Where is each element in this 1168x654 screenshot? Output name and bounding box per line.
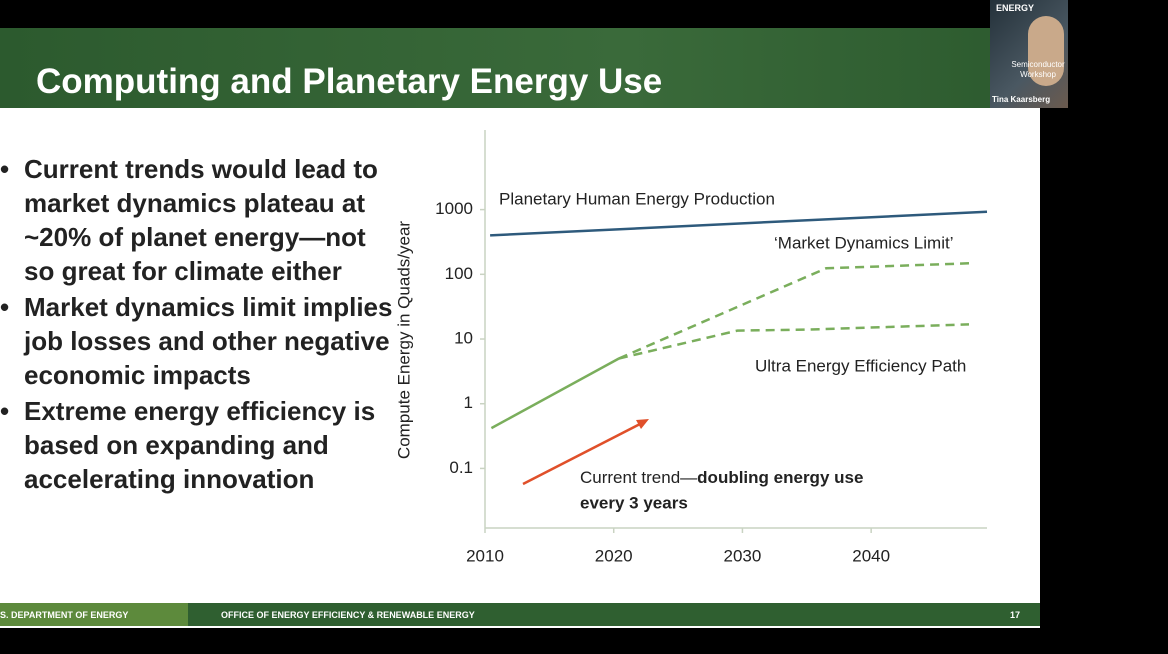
slide-title: Computing and Planetary Energy Use [36, 62, 663, 101]
video-event: Semiconductor Workshop [1011, 60, 1065, 79]
series-line [490, 357, 620, 430]
series-line [618, 262, 970, 360]
chart: Compute Energy in Quads/year Planetary H… [394, 130, 988, 565]
y-tick-label: 100 [445, 264, 473, 283]
bullet: Market dynamics limit implies job losses… [0, 290, 396, 392]
x-tick-label: 2040 [852, 546, 890, 565]
y-axis-label: Compute Energy in Quads/year [394, 221, 413, 459]
y-tick-label: 10 [454, 329, 473, 348]
x-tick-label: 2020 [595, 546, 633, 565]
series-label: Ultra Energy Efficiency Path [755, 356, 966, 375]
annotation-text: Current trend— [580, 468, 697, 487]
page-number: 17 [1010, 610, 1021, 620]
series-label: ‘Market Dynamics Limit’ [774, 233, 953, 252]
speaker-name: Tina Kaarsberg [992, 95, 1051, 104]
series-label: Planetary Human Energy Production [499, 189, 775, 208]
slide-header: Computing and Planetary Energy Use [0, 28, 1040, 108]
y-tick-label: 0.1 [449, 458, 473, 477]
x-tick-label: 2030 [724, 546, 762, 565]
participant-video [1028, 16, 1064, 86]
video-tile: ENERGY Semiconductor Workshop Tina Kaars… [990, 0, 1068, 108]
footer-text: OFFICE OF ENERGY EFFICIENCY & RENEWABLE … [221, 610, 475, 620]
slide: Computing and Planetary Energy Use Curre… [0, 28, 1040, 628]
x-tick-label: 2010 [466, 546, 504, 565]
y-tick-label: 1 [464, 393, 473, 412]
bullet: Current trends would lead to market dyna… [0, 152, 396, 288]
annotation-text: doubling energy use [697, 468, 863, 487]
annotation: Current trend—doubling energy use [580, 468, 863, 487]
bullet: Extreme energy efficiency is based on ex… [0, 394, 396, 496]
bullet-list: Current trends would lead to market dyna… [0, 152, 400, 498]
annotation: every 3 years [580, 493, 688, 512]
footer-text: S. DEPARTMENT OF ENERGY [0, 610, 129, 620]
video-logo: ENERGY [996, 3, 1035, 13]
y-tick-label: 1000 [435, 199, 473, 218]
trend-arrow-head [636, 419, 649, 429]
series-line [490, 210, 988, 237]
slide-footer: S. DEPARTMENT OF ENERGY OFFICE OF ENERGY… [0, 603, 1040, 626]
trend-arrow [522, 421, 643, 486]
footer-band [0, 603, 188, 626]
series-line [618, 323, 970, 360]
